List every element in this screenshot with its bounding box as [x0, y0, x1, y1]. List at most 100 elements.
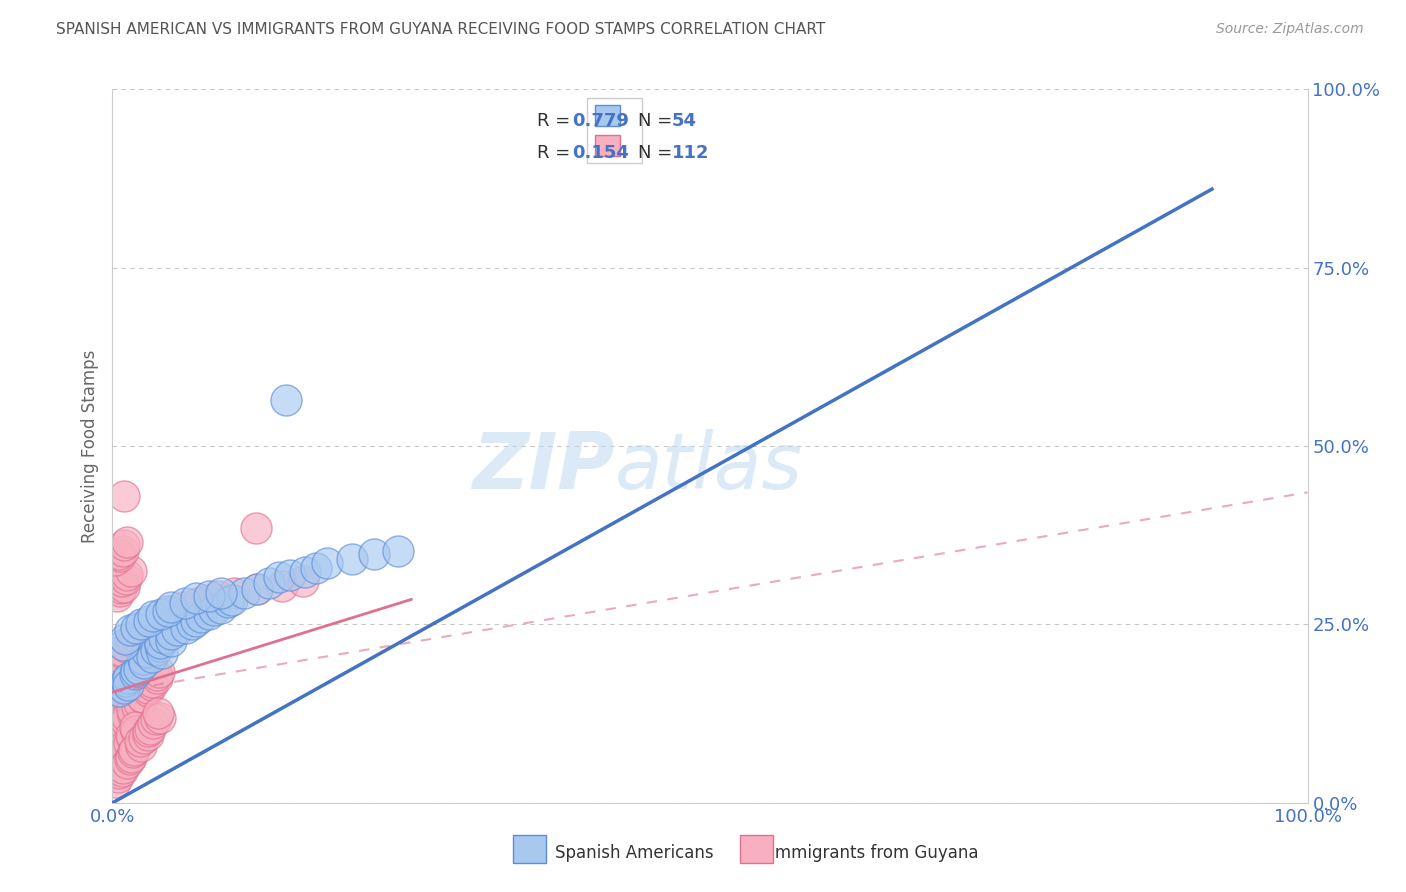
- Point: [105, 749, 128, 764]
- Point: [232, 586, 254, 600]
- Point: [195, 592, 218, 607]
- Point: [145, 642, 167, 657]
- Point: [149, 607, 172, 621]
- Point: [114, 682, 136, 697]
- Point: [217, 595, 239, 609]
- Point: [111, 720, 134, 734]
- Point: [148, 665, 170, 679]
- Point: [117, 677, 139, 691]
- Point: [115, 572, 138, 586]
- Point: [136, 684, 159, 698]
- Point: [267, 570, 290, 584]
- Point: [149, 636, 172, 650]
- Point: [120, 728, 142, 742]
- Text: Spanish Americans: Spanish Americans: [554, 844, 713, 862]
- Point: [111, 764, 134, 778]
- Point: [181, 616, 204, 631]
- Point: [124, 742, 146, 756]
- Point: [120, 632, 142, 646]
- Point: [128, 696, 150, 710]
- Point: [128, 665, 150, 679]
- Point: [173, 610, 195, 624]
- Point: [121, 731, 143, 745]
- Point: [111, 650, 134, 665]
- Point: [190, 609, 212, 624]
- Point: [207, 589, 229, 603]
- Point: [128, 661, 150, 675]
- Point: [118, 634, 141, 648]
- Point: [112, 690, 135, 704]
- Point: [274, 392, 297, 407]
- Point: [174, 596, 197, 610]
- Point: [129, 734, 152, 748]
- Point: [160, 634, 183, 648]
- Point: [142, 716, 165, 731]
- Point: [146, 671, 169, 685]
- Point: [136, 724, 159, 739]
- Point: [363, 547, 385, 561]
- Point: [104, 755, 127, 769]
- Point: [160, 627, 183, 641]
- Point: [118, 752, 141, 766]
- Point: [222, 586, 245, 600]
- Point: [148, 706, 170, 720]
- Point: [107, 547, 129, 561]
- Point: [145, 713, 167, 727]
- Point: [107, 771, 129, 785]
- Point: [246, 582, 269, 597]
- Point: [315, 556, 337, 570]
- Point: [132, 659, 155, 673]
- Point: [142, 609, 165, 624]
- Point: [122, 707, 145, 722]
- Point: [108, 684, 131, 698]
- Point: [135, 653, 157, 667]
- Point: [198, 589, 221, 603]
- Text: 0.779: 0.779: [572, 112, 630, 130]
- Point: [115, 714, 138, 728]
- Point: [115, 640, 138, 654]
- FancyBboxPatch shape: [513, 835, 547, 863]
- Point: [112, 686, 135, 700]
- Point: [153, 632, 176, 646]
- Point: [186, 614, 208, 628]
- Legend: , : ,: [588, 98, 641, 163]
- Point: [112, 761, 135, 775]
- Point: [159, 599, 181, 614]
- Point: [118, 736, 141, 750]
- Text: Immigrants from Guyana: Immigrants from Guyana: [770, 844, 979, 862]
- Point: [131, 690, 153, 704]
- Point: [117, 678, 139, 692]
- Point: [132, 731, 155, 745]
- Point: [162, 616, 184, 631]
- Point: [114, 489, 135, 503]
- Point: [104, 657, 127, 672]
- Point: [257, 575, 280, 590]
- Point: [180, 608, 202, 623]
- Point: [121, 703, 143, 717]
- Point: [129, 739, 152, 754]
- Text: 0.154: 0.154: [572, 145, 630, 162]
- Point: [111, 574, 134, 588]
- Point: [115, 673, 138, 688]
- Point: [245, 521, 267, 535]
- Point: [115, 756, 138, 770]
- Point: [112, 580, 135, 594]
- Point: [209, 600, 232, 615]
- Point: [141, 678, 163, 692]
- Point: [139, 722, 162, 736]
- Point: [202, 603, 225, 617]
- Point: [111, 544, 134, 558]
- Text: atlas: atlas: [614, 429, 803, 506]
- Point: [111, 638, 134, 652]
- Point: [246, 582, 269, 597]
- Point: [136, 728, 159, 742]
- Point: [211, 585, 233, 599]
- Point: [110, 742, 132, 756]
- Point: [153, 624, 176, 639]
- Point: [125, 664, 148, 678]
- Point: [120, 564, 142, 578]
- Point: [132, 652, 155, 666]
- Point: [136, 681, 159, 696]
- Point: [124, 667, 146, 681]
- Point: [184, 591, 207, 606]
